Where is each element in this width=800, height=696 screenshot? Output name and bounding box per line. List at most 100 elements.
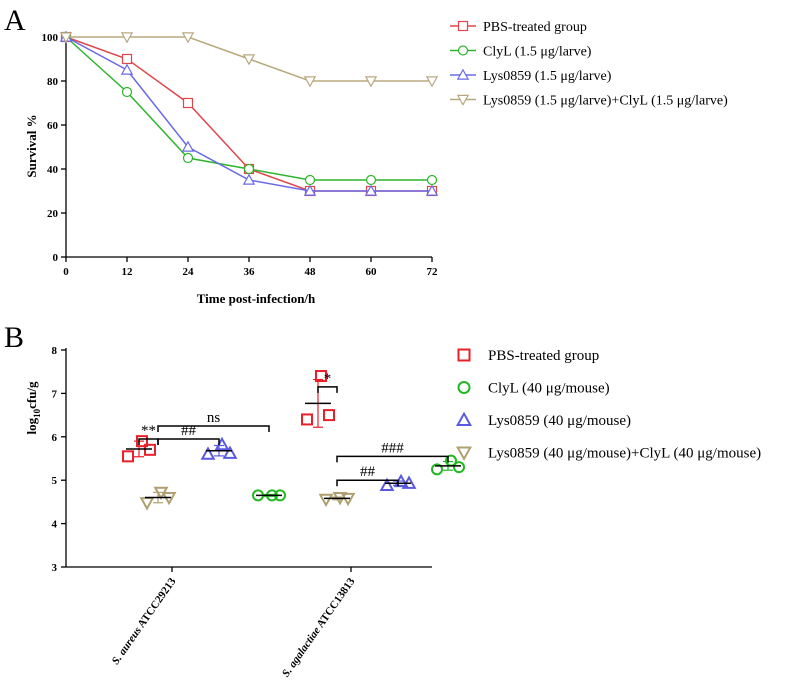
panel-a-letter: A — [4, 4, 26, 37]
panel-a-data-point — [120, 32, 134, 44]
panel-b-y-tick-label: 5 — [52, 475, 58, 487]
panel-a-legend-label: ClyL (1.5 μg/larve) — [483, 45, 592, 60]
panel-b-legend-marker — [457, 348, 471, 362]
panel-b-legend-marker — [455, 411, 473, 427]
panel-a-y-tick-label: 20 — [47, 208, 59, 220]
panel-b-legend: PBS-treated group ClyL (40 μg/mouse) Lys08… — [455, 348, 761, 462]
panel-a-legend-marker — [456, 68, 470, 80]
panel-b-significance-bracket — [317, 386, 338, 393]
panel-a-data-point — [365, 174, 377, 186]
panel-b-data-point — [144, 443, 156, 456]
panel-a-legend-marker — [457, 20, 469, 32]
panel-a-data-point — [181, 140, 195, 152]
panel-a-y-tick-label: 40 — [47, 164, 59, 176]
panel-a-data-point — [425, 184, 439, 196]
panel-b-category-strain: ATCC29213 — [134, 575, 179, 631]
panel-b-y-tick-label: 6 — [52, 432, 58, 444]
panel-b-significance-label: ### — [381, 440, 404, 456]
panel-a-data-point — [364, 76, 378, 88]
panel-b-legend-marker — [457, 381, 471, 394]
panel-b-series — [122, 370, 465, 511]
panel-a-data-point — [303, 76, 317, 88]
panel-b-legend-label: ClyL (40 μg/mouse) — [488, 381, 610, 397]
panel-b-category-labels: S. aureus ATCC29213 S. agalactiae ATCC138… — [110, 575, 358, 679]
panel-b-category-label: S. aureus ATCC29213 — [110, 575, 179, 666]
panel-a-data-point — [182, 152, 194, 164]
panel-a-y-tick-label: 100 — [42, 32, 59, 44]
panel-b-significance-bracket — [336, 455, 449, 463]
panel-a-legend-label: Lys0859 (1.5 μg/larve)+ClyL (1.5 μg/larv… — [483, 94, 728, 109]
panel-a-data-point — [364, 184, 378, 196]
panel-b-legend-label: Lys0859 (40 μg/mouse) — [488, 413, 631, 429]
panel-b-data-point — [431, 463, 443, 476]
panel-b-data-point — [214, 436, 230, 451]
panel-b-legend-label: PBS-treated group — [488, 348, 599, 364]
panel-a-x-tick-label: 24 — [183, 266, 195, 278]
y-title-log: log — [24, 417, 39, 434]
panel-a-x-tick-label: 60 — [366, 266, 378, 278]
panel-b-category-strain: ATCC13813 — [313, 575, 358, 631]
panel-a-data-point — [181, 32, 195, 44]
panel-b-data-point — [222, 445, 238, 459]
panel-b-data-point — [323, 409, 335, 422]
panel-a-x-tick-label: 72 — [427, 266, 439, 278]
panel-a-data-point — [425, 76, 439, 88]
panel-b-significance-bracket — [336, 479, 399, 487]
panel-b-data-point — [301, 413, 313, 426]
panel-a-x-tick-label: 36 — [244, 266, 256, 278]
panel-a-series — [59, 30, 439, 197]
panel-a-y-tick-label: 0 — [53, 252, 59, 264]
panel-a-data-point — [426, 174, 438, 186]
panel-a-data-point — [304, 174, 316, 186]
panel-b-significance-label: ## — [360, 464, 376, 480]
panel-b-category-label: S. agalactiae ATCC13813 — [280, 575, 358, 679]
panel-a-data-point — [121, 86, 133, 98]
panel-b-data-point — [379, 477, 395, 492]
panel-a-data-point — [242, 173, 256, 185]
panel-a-legend-marker — [457, 45, 469, 56]
panel-a-data-point — [303, 184, 317, 196]
panel-a-y-tick-label: 60 — [47, 120, 59, 132]
panel-a-data-point — [242, 54, 256, 66]
panel-b-data-point — [453, 461, 465, 474]
panel-b-legend-label: Lys0859 (40 μg/mouse)+ClyL (40 μg/mouse) — [488, 446, 761, 462]
panel-b-data-point — [318, 493, 334, 508]
y-title-subscript: 10 — [32, 408, 42, 418]
panel-b-axes: 3 4 5 6 7 8 — [52, 345, 432, 574]
panel-a: A 0 20 40 60 80 100 0 12 24 36 48 60 72 Time post-in… — [4, 4, 728, 306]
y-title-unit: cfu/g — [24, 381, 39, 409]
panel-a-y-axis-title: Survival % — [24, 114, 39, 177]
panel-b-data-point — [315, 370, 327, 383]
panel-a-data-point — [121, 53, 133, 65]
panel-b-significance-label: ns — [207, 410, 221, 426]
panel-b-data-point — [136, 435, 148, 448]
panel-b-y-tick-label: 7 — [52, 388, 58, 400]
panel-b-data-point — [200, 446, 216, 460]
panel-a-legend-marker — [456, 94, 470, 106]
panel-a-x-tick-label: 48 — [305, 266, 317, 278]
panel-a-x-axis-title: Time post-infection/h — [197, 291, 316, 306]
panel-b-significance-label: ** — [141, 423, 156, 439]
panel-b-legend-marker — [455, 446, 473, 461]
panel-b-y-tick-label: 8 — [52, 345, 58, 357]
panel-a-data-point — [120, 63, 134, 75]
panel-b-significance-bracket — [157, 425, 270, 432]
panel-b-category-species: S. aureus — [110, 625, 144, 667]
panel-a-legend-label: PBS-treated group — [483, 20, 587, 35]
panel-b-data-point — [139, 497, 155, 511]
panel-a-legend-label: Lys0859 (1.5 μg/larve) — [483, 69, 612, 84]
panel-a-legend: PBS-treated group ClyL (1.5 μg/larve) Lys0… — [450, 20, 728, 109]
panel-b-letter: B — [4, 321, 24, 354]
panel-a-x-tick-label: 12 — [122, 266, 134, 278]
panel-b-y-axis-title: log10cfu/g — [24, 381, 42, 435]
panel-a-axes: 0 20 40 60 80 100 0 12 24 36 48 60 72 — [42, 32, 439, 278]
panel-b-significance-bracket — [157, 438, 220, 445]
panel-a-y-tick-label: 80 — [47, 76, 59, 88]
panel-b-data-point — [122, 450, 134, 463]
panel-a-data-point — [243, 163, 255, 175]
panel-b-y-tick-label: 4 — [52, 519, 58, 531]
panel-a-data-point — [182, 97, 194, 109]
panel-b-significance-label: ## — [181, 423, 197, 439]
